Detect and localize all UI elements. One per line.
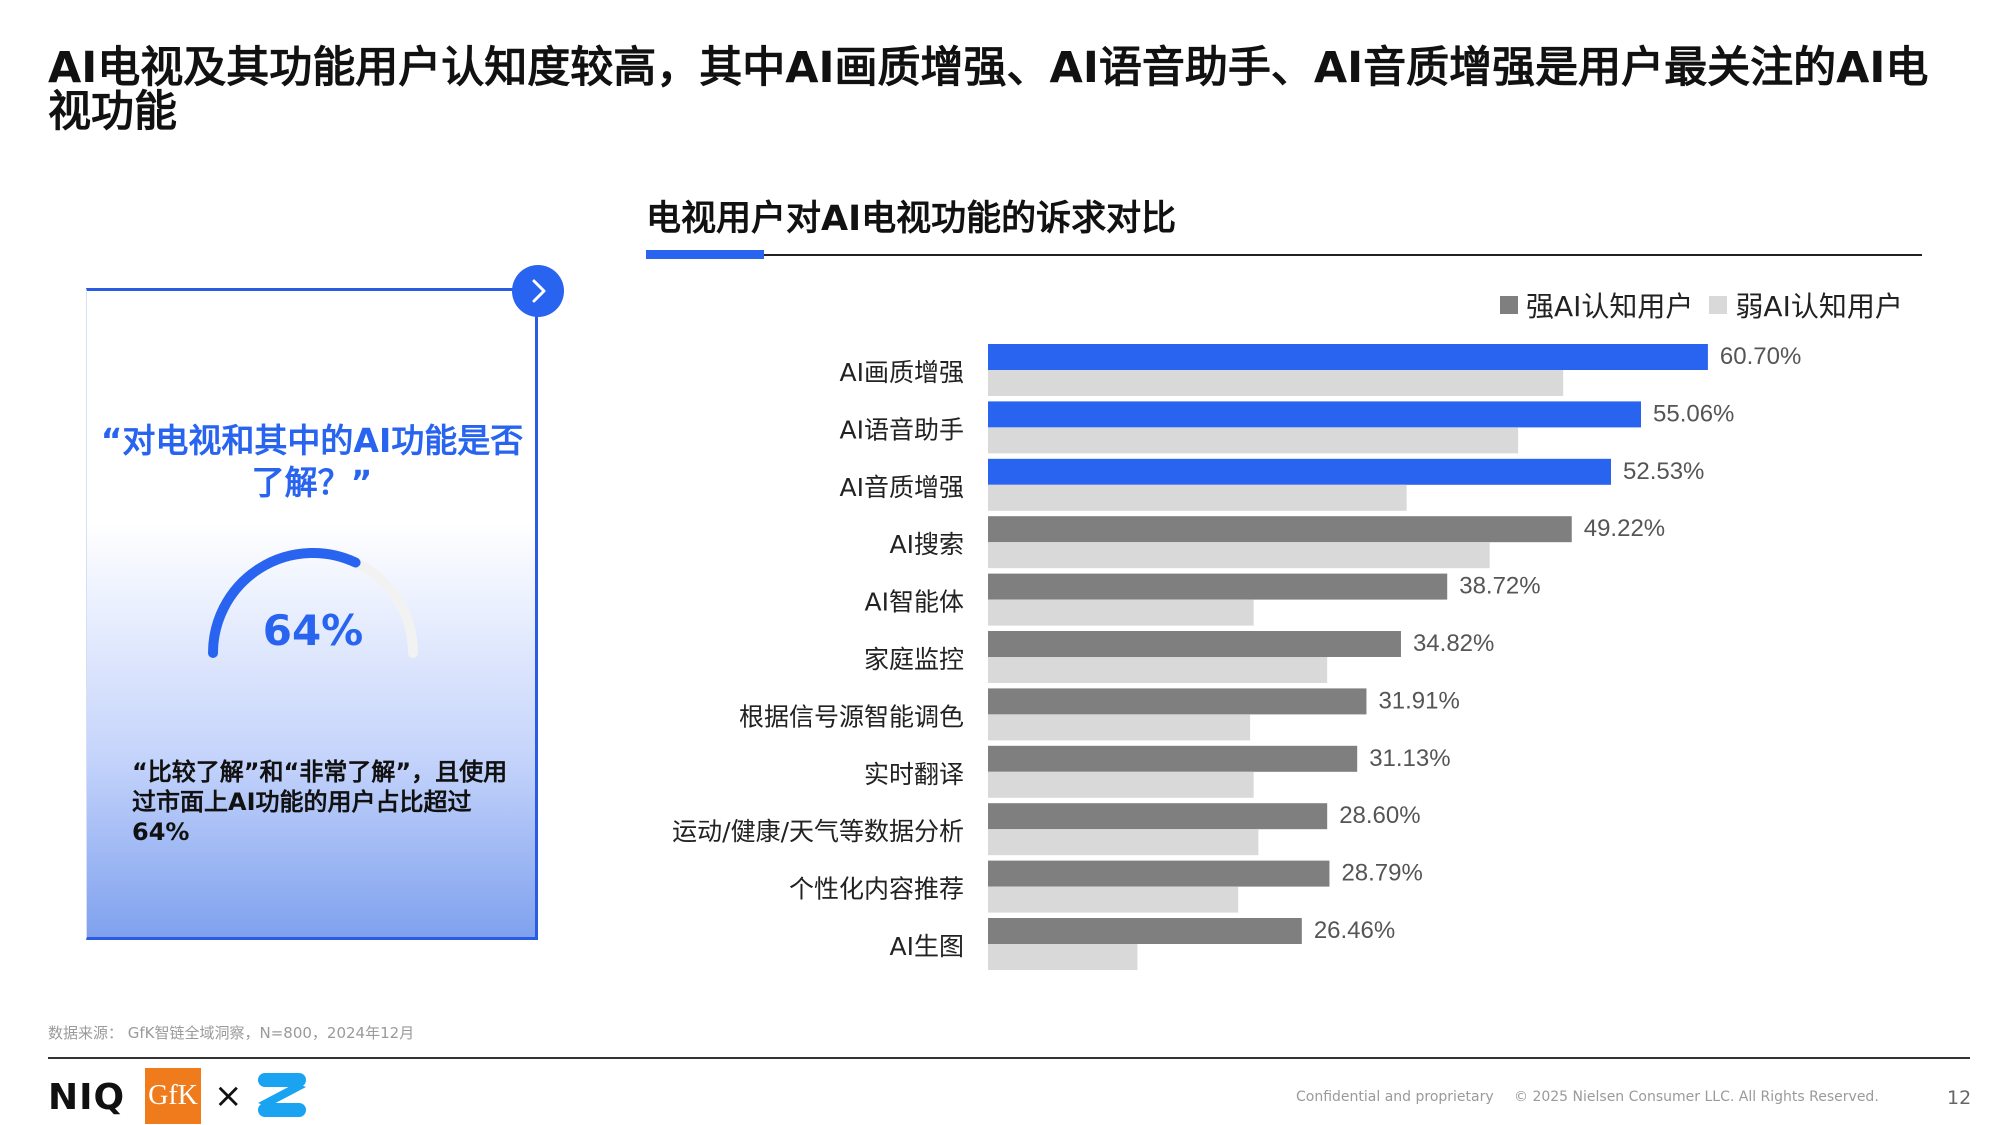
value-label-0: 60.70% — [1720, 343, 1801, 370]
copyright-note: © 2025 Nielsen Consumer LLC. All Rights … — [1514, 1089, 1879, 1105]
bar-weak-7 — [988, 771, 1254, 798]
partner-logo-icon — [258, 1073, 306, 1117]
card-percent: 64% — [262, 606, 364, 655]
value-label-4: 38.72% — [1459, 573, 1540, 600]
legend-label-weak: 弱AI认知用户 — [1735, 290, 1903, 323]
category-label-7: 实时翻译 — [864, 760, 964, 789]
category-label-6: 根据信号源智能调色 — [739, 702, 964, 731]
legend-swatch-strong — [1500, 296, 1518, 314]
bar-weak-9 — [988, 886, 1239, 913]
bar-weak-3 — [988, 542, 1490, 569]
chart-title: 电视用户对AI电视功能的诉求对比 — [646, 199, 1177, 239]
value-label-6: 31.91% — [1378, 687, 1459, 714]
bar-weak-10 — [988, 944, 1138, 970]
bar-strong-3 — [988, 516, 1572, 543]
value-label-2: 52.53% — [1623, 458, 1704, 485]
category-label-5: 家庭监控 — [864, 645, 964, 674]
legend-item-strong: 强AI认知用户 — [1500, 285, 1693, 325]
gfk-logo: GfK — [145, 1068, 201, 1124]
category-label-3: AI搜索 — [890, 530, 964, 559]
card-note: “比较了解”和“非常了解”，且使用过市面上AI功能的用户占比超过64% — [132, 758, 508, 846]
category-label-4: AI智能体 — [865, 588, 964, 617]
chart-legend: 强AI认知用户 弱AI认知用户 — [1500, 285, 1919, 325]
page-number: 12 — [1947, 1087, 1972, 1109]
value-label-1: 55.06% — [1653, 400, 1734, 427]
bar-strong-7 — [988, 745, 1358, 772]
bar-weak-6 — [988, 714, 1251, 741]
page-title: AI电视及其功能用户认知度较高，其中AI画质增强、AI语音助手、AI音质增强是用… — [48, 43, 1929, 137]
confidential-note: Confidential and proprietary — [1296, 1089, 1494, 1105]
legend-label-strong: 强AI认知用户 — [1526, 290, 1694, 323]
awareness-gauge — [208, 548, 418, 658]
value-label-5: 34.82% — [1413, 630, 1494, 657]
category-label-8: 运动/健康/天气等数据分析 — [672, 817, 964, 846]
card-arrow-button[interactable] — [512, 265, 564, 317]
value-label-10: 26.46% — [1314, 917, 1395, 944]
gauge-fill — [208, 548, 361, 658]
value-label-9: 28.79% — [1341, 860, 1422, 887]
chevron-right-icon — [532, 279, 546, 303]
category-label-1: AI语音助手 — [840, 415, 964, 444]
bar-strong-2 — [988, 458, 1612, 485]
times-icon: × — [214, 1076, 243, 1116]
bar-strong-5 — [988, 631, 1401, 657]
value-label-7: 31.13% — [1369, 745, 1450, 772]
category-label-9: 个性化内容推荐 — [789, 875, 964, 904]
chart-title-rule — [646, 254, 1922, 256]
awareness-card — [86, 288, 538, 940]
category-label-0: AI画质增强 — [840, 358, 964, 387]
bar-weak-4 — [988, 599, 1254, 626]
data-source: 数据来源： GfK智链全域洞察，N=800，2024年12月 — [48, 1024, 415, 1042]
value-label-3: 49.22% — [1584, 515, 1665, 542]
legend-swatch-weak — [1709, 296, 1728, 314]
bar-strong-0 — [988, 344, 1708, 370]
chart-title-accent — [646, 250, 764, 259]
bar-strong-8 — [988, 803, 1328, 830]
bar-strong-1 — [988, 401, 1642, 428]
bar-weak-5 — [988, 657, 1328, 683]
bar-weak-8 — [988, 829, 1259, 856]
card-question: “对电视和其中的AI功能是否了解？” — [100, 421, 524, 502]
bar-strong-4 — [988, 573, 1448, 600]
footer-rule — [48, 1057, 1970, 1059]
niq-logo: NIQ — [48, 1077, 126, 1118]
bar-weak-2 — [988, 484, 1407, 511]
bar-strong-10 — [988, 918, 1302, 944]
bar-weak-0 — [988, 370, 1564, 396]
value-label-8: 28.60% — [1339, 802, 1420, 829]
legend-item-weak: 弱AI认知用户 — [1709, 285, 1903, 325]
category-label-2: AI音质增强 — [840, 473, 964, 502]
bar-weak-1 — [988, 427, 1519, 454]
bar-strong-9 — [988, 860, 1330, 887]
bar-strong-6 — [988, 688, 1367, 715]
category-label-10: AI生图 — [890, 932, 964, 961]
